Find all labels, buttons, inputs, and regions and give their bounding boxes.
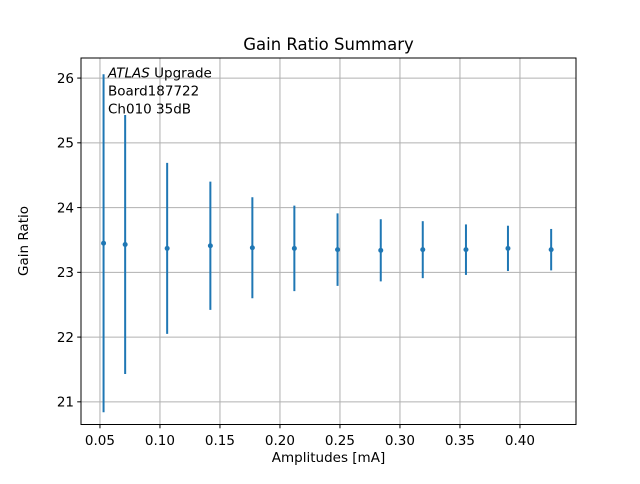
x-tick-label: 0.05: [85, 433, 115, 449]
annotation-upgrade: Upgrade: [150, 66, 212, 82]
data-point: [101, 240, 107, 246]
data-point: [463, 247, 469, 253]
annotation-atlas: ATLAS: [107, 66, 150, 82]
y-tick-label: 21: [57, 395, 74, 411]
data-point: [122, 241, 128, 247]
data-point: [164, 245, 170, 251]
data-point: [378, 247, 384, 253]
data-point: [291, 245, 297, 251]
x-tick-label: 0.35: [445, 433, 475, 449]
grid-layer: [81, 58, 576, 425]
chart-title: Gain Ratio Summary: [243, 35, 414, 54]
x-tick-label: 0.20: [265, 433, 295, 449]
annotation-line3: Ch010 35dB: [108, 102, 191, 118]
data-point: [249, 245, 255, 251]
data-point: [420, 247, 426, 253]
data-point: [548, 247, 554, 253]
errorbar-series: [101, 74, 554, 413]
y-tick-label: 25: [57, 136, 74, 152]
annotation-line2: Board187722: [108, 84, 199, 100]
y-tick-label: 24: [57, 200, 74, 216]
y-tick-label: 22: [57, 330, 74, 346]
data-point: [335, 247, 341, 253]
x-axis-label: Amplitudes [mA]: [272, 450, 385, 466]
y-axis-label: Gain Ratio: [16, 206, 32, 276]
x-tick-label: 0.10: [145, 433, 175, 449]
axis-ticks: [77, 77, 521, 429]
data-point: [505, 245, 511, 251]
x-tick-label: 0.30: [385, 433, 415, 449]
annotation-line1: ATLAS Upgrade: [107, 66, 212, 82]
axis-tick-labels: 0.05 0.10 0.15 0.20 0.25 0.30 0.35 0.40 21 22 23 24…: [57, 71, 535, 449]
plot-border: [80, 57, 577, 425]
y-tick-label: 26: [57, 71, 74, 87]
x-tick-label: 0.15: [205, 433, 235, 449]
data-point: [207, 243, 213, 249]
x-tick-label: 0.40: [505, 433, 535, 449]
x-tick-label: 0.25: [325, 433, 355, 449]
y-tick-label: 23: [57, 265, 74, 281]
